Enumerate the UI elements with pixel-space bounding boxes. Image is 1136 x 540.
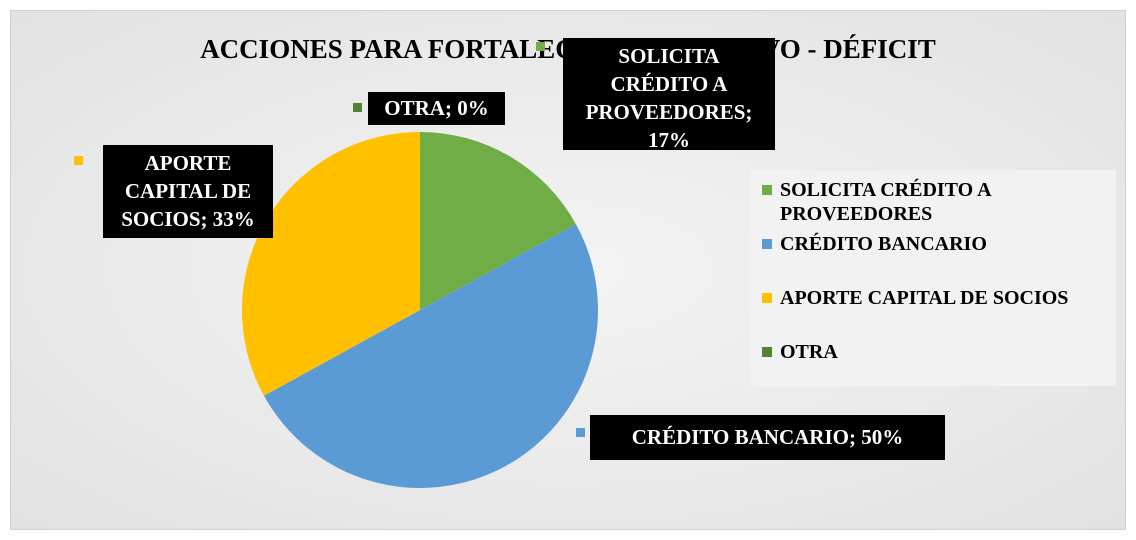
legend-label: SOLICITA CRÉDITO A PROVEEDORES	[780, 179, 991, 225]
legend-item: OTRA	[758, 340, 1110, 364]
legend-swatch	[762, 239, 772, 249]
pie-slice	[241, 132, 420, 396]
legend-swatch	[762, 185, 772, 195]
legend: SOLICITA CRÉDITO A PROVEEDORES CRÉDITO BA…	[750, 170, 1116, 386]
legend-swatch	[762, 347, 772, 357]
label-marker	[353, 103, 362, 112]
legend-item: SOLICITA CRÉDITO A PROVEEDORES	[758, 178, 1110, 226]
data-label: APORTE CAPITAL DE SOCIOS; 33%	[103, 145, 273, 238]
label-marker	[576, 428, 585, 437]
pie-slice	[264, 224, 598, 488]
legend-swatch	[762, 293, 772, 303]
legend-item: CRÉDITO BANCARIO	[758, 232, 1110, 256]
legend-label: OTRA	[780, 341, 838, 363]
data-label: CRÉDITO BANCARIO; 50%	[590, 415, 945, 460]
legend-item: APORTE CAPITAL DE SOCIOS	[758, 286, 1110, 310]
label-marker	[74, 156, 83, 165]
label-marker	[536, 42, 545, 51]
data-label: SOLICITA CRÉDITO A PROVEEDORES; 17%	[563, 38, 775, 152]
legend-label: CRÉDITO BANCARIO	[780, 233, 987, 255]
data-label: OTRA; 0%	[368, 92, 505, 125]
legend-label: APORTE CAPITAL DE SOCIOS	[780, 287, 1069, 309]
pie-slice	[420, 132, 576, 310]
